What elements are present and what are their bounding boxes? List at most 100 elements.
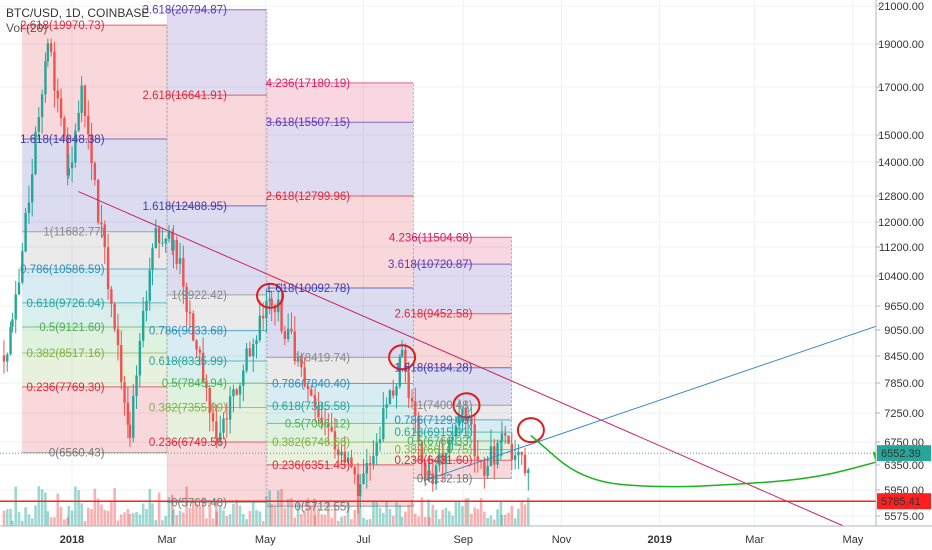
trendline	[78, 191, 876, 541]
volume-bar	[404, 511, 407, 526]
volume-bar	[286, 499, 290, 526]
fib-level-label: 1.618(12488.95)	[143, 201, 228, 213]
volume-bar	[27, 514, 31, 526]
volume-bar	[11, 520, 14, 526]
volume-bar	[80, 503, 83, 526]
candle-body	[67, 168, 70, 176]
volume-bar	[218, 505, 222, 526]
volume-bar	[410, 499, 414, 526]
candle-body	[404, 349, 407, 373]
volume-bar	[70, 510, 74, 526]
fib-level-label: 0.5(6766.33)	[407, 436, 472, 448]
candle-body	[192, 313, 195, 341]
trendlines	[78, 191, 932, 541]
volume-bar	[320, 514, 324, 526]
volume-bar	[135, 511, 138, 526]
fib-level-label: 0.786(10586.59)	[20, 264, 105, 276]
candle-body	[510, 443, 514, 460]
volume-bar	[44, 492, 47, 526]
fib-level-label: 0.236(6431.60)	[394, 455, 472, 467]
volume-bar	[327, 501, 330, 526]
volume-bar	[138, 514, 142, 526]
volume-bar	[148, 489, 152, 526]
volume-bar	[17, 511, 21, 526]
fib-band	[266, 288, 414, 358]
volume-bar	[63, 519, 66, 526]
fib-band	[167, 383, 267, 408]
volume-bar	[21, 520, 24, 526]
candle-body	[145, 300, 148, 311]
volume-bar	[113, 488, 116, 526]
candle-body	[24, 212, 27, 252]
candle-body	[135, 375, 138, 397]
price-label: 5785.41	[881, 496, 921, 508]
candle-body	[195, 340, 198, 350]
candle-body	[185, 286, 188, 312]
candle-body	[493, 446, 496, 465]
candle-body	[167, 232, 171, 239]
volume-bar	[103, 509, 107, 526]
candle-body	[37, 117, 41, 132]
candle-body	[222, 418, 225, 433]
volume-bar	[457, 501, 461, 526]
candle-body	[110, 289, 113, 304]
fib-level-label: 2.618(12799.96)	[266, 191, 351, 203]
volume-bar	[527, 497, 530, 526]
volume-bar	[100, 504, 103, 526]
candle-body	[290, 328, 293, 332]
candle-body	[286, 328, 290, 339]
candle-body	[517, 451, 520, 456]
volume-bar	[486, 517, 489, 526]
candle-body	[27, 202, 31, 213]
x-tick-label: Nov	[552, 534, 572, 546]
fib-level-label: 0.382(7355.89)	[149, 403, 227, 415]
candle-body	[431, 473, 434, 485]
candle-body	[205, 381, 208, 388]
volume-bar	[400, 516, 404, 526]
candle-body	[66, 136, 69, 176]
candle-body	[2, 355, 6, 362]
candle-body	[211, 412, 215, 422]
fib-level-label: 0.382(6616.75)	[394, 445, 472, 457]
volume-bar	[343, 515, 347, 526]
volume-bar	[215, 501, 218, 526]
candle-body	[93, 163, 97, 180]
x-tick-label: 2018	[60, 534, 84, 546]
candle-body	[235, 389, 238, 395]
fib-band	[266, 406, 414, 424]
candle-body	[479, 461, 483, 463]
volume-bar	[317, 507, 320, 526]
fib-level-label: 1(9922.42)	[171, 290, 227, 302]
price-label-box	[877, 445, 931, 462]
volume-bar	[175, 515, 179, 526]
volume-bar	[407, 504, 410, 526]
candle-body	[496, 442, 499, 465]
price-label: 6552.39	[881, 448, 921, 460]
candle-body	[182, 258, 185, 287]
candle-body	[499, 440, 503, 443]
candle-body	[238, 385, 242, 395]
volume-bar	[232, 503, 235, 526]
volume-bar	[215, 511, 219, 526]
volume-bar	[441, 509, 444, 526]
volume-bar	[225, 515, 229, 526]
volume-bar	[34, 505, 37, 526]
candle-body	[46, 43, 50, 62]
candle-body	[362, 473, 365, 485]
volume-bar	[90, 509, 93, 526]
trendline	[424, 306, 932, 481]
candle-body	[175, 239, 178, 264]
candle-body	[40, 94, 44, 118]
fib-level-label: 2.618(19970.73)	[20, 20, 105, 32]
y-tick-label: 5575.00	[884, 511, 924, 523]
candle-body	[434, 465, 438, 485]
fib-level-label: 0.618(7385.58)	[272, 401, 350, 413]
candle-body	[96, 179, 100, 223]
volume-bar	[2, 510, 6, 526]
candle-body	[113, 303, 116, 329]
volume-bar	[205, 518, 208, 526]
volume-bar	[375, 502, 379, 526]
